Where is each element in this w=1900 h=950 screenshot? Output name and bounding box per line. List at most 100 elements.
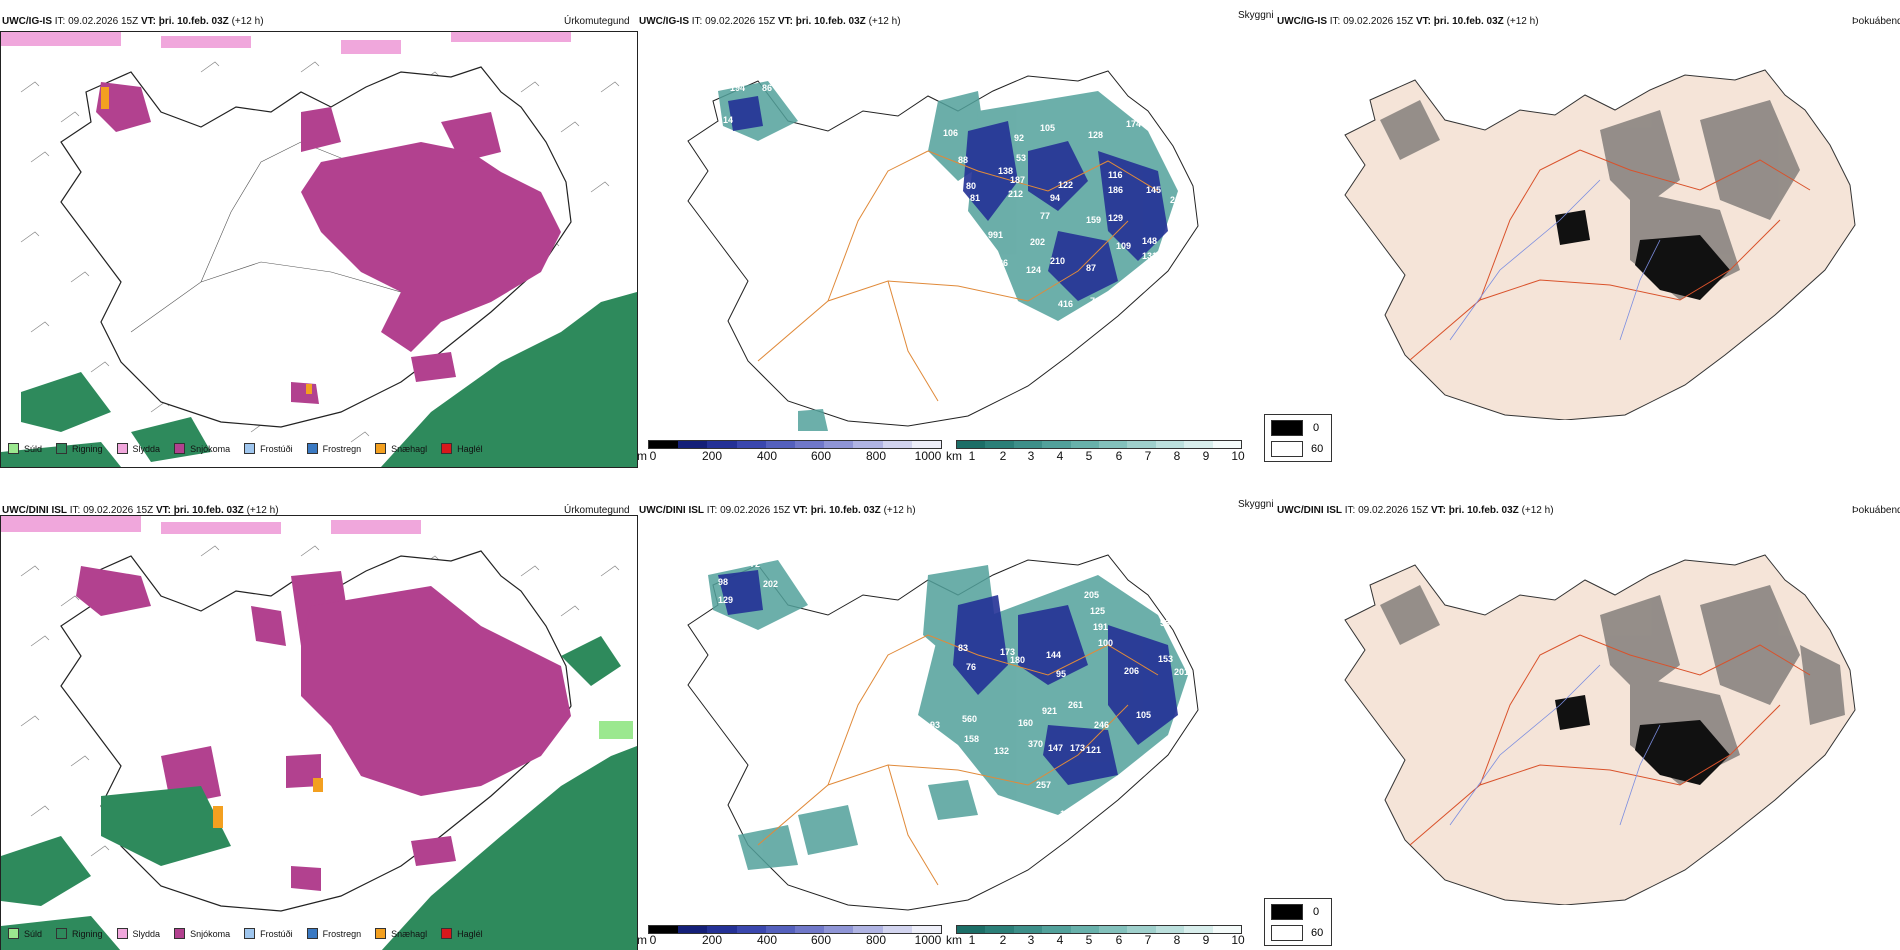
- scale-tick: 800: [865, 449, 887, 463]
- cloud-label: 77: [1040, 211, 1050, 221]
- valid-time: þri. 10.feb. 03Z: [158, 16, 229, 27]
- cloud-label: 87: [1086, 263, 1096, 273]
- scale-tick: 1000: [914, 933, 942, 947]
- cloud-label: 173: [1070, 743, 1085, 753]
- roads: [1409, 634, 1811, 846]
- issue-time: IT: 09.02.2026 15Z: [706, 505, 791, 516]
- cloud-label: 153: [1158, 654, 1173, 664]
- cloud-label: 370: [1028, 739, 1043, 749]
- fog-key-dark-swatch: [1271, 904, 1303, 920]
- cloud-label: 94: [972, 241, 982, 251]
- precip-legend-bottom: Súld Rigning Slydda Snjókoma Frostúði Fr…: [8, 928, 495, 939]
- cloud-label: 140: [1170, 228, 1185, 238]
- precip-label-top: Úrkomutegund: [564, 16, 630, 27]
- legend-swatch: [174, 928, 186, 939]
- cloud-label: 86: [762, 83, 772, 93]
- legend-label: Rigning: [72, 928, 103, 939]
- legend-label: Slydda: [132, 443, 161, 454]
- model-name: UWC/IG-IS: [2, 16, 52, 27]
- cloud-label: 106: [1060, 809, 1075, 819]
- snow-pellet-area: [213, 778, 323, 828]
- lead-time: (+12 h): [1521, 505, 1554, 516]
- valid-prefix: VT:: [777, 16, 793, 27]
- legend-label: Frostúði: [260, 443, 293, 454]
- legend-swatch: [244, 928, 256, 939]
- scale-tick: 6: [1115, 449, 1123, 463]
- cloud-label: 105: [1040, 123, 1055, 133]
- legend-swatch: [174, 443, 186, 454]
- legend-item-snow-pellets: Snæhagl: [375, 443, 427, 454]
- precip-label-bottom: Úrkomutegund: [564, 505, 630, 516]
- roads: [757, 634, 1159, 886]
- issue-time: IT: 09.02.2026 15Z: [54, 16, 139, 27]
- cloud-label: 92: [1014, 133, 1024, 143]
- cloud-base-unit: m: [637, 449, 647, 463]
- precip-map-bottom: [0, 515, 638, 950]
- scale-tick: 9: [1202, 933, 1210, 947]
- valid-time: þri. 10.feb. 03Z: [795, 16, 866, 27]
- cloud-label: 148: [1142, 236, 1157, 246]
- precip-title-top: UWC/IG-IS IT: 09.02.2026 15Z VT: þri. 10…: [2, 16, 264, 27]
- legend-label: Frostregn: [322, 443, 362, 454]
- scale-tick: 5: [1085, 933, 1093, 947]
- visibility-label-top: Skyggni: [1238, 10, 1274, 21]
- lead-time: (+12 h): [246, 505, 279, 516]
- cloud-label: 125: [1090, 606, 1105, 616]
- cloud-label: 94: [1050, 193, 1060, 203]
- cloud-label: 129: [718, 595, 733, 605]
- precip-map-svg-bottom: [1, 516, 637, 950]
- valid-prefix: VT:: [1415, 16, 1431, 27]
- legend-item-rain: Rigning: [56, 928, 103, 939]
- cloud-label: 160: [1018, 718, 1033, 728]
- cloud-label: 53: [1016, 153, 1026, 163]
- cloud-label: 100: [1098, 638, 1113, 648]
- legend-item-rain: Rigning: [56, 443, 103, 454]
- legend-item-sleet: Slydda: [116, 443, 161, 454]
- issue-time: IT: 09.02.2026 15Z: [69, 505, 154, 516]
- cloud-label: 174: [1126, 119, 1141, 129]
- scale-tick: 9: [1202, 449, 1210, 463]
- cloud-label: 921: [1042, 706, 1057, 716]
- cloud-label: 105: [1136, 710, 1151, 720]
- legend-item-freezing-drizzle: Frostúði: [244, 443, 293, 454]
- cloud-label: 144: [1046, 650, 1061, 660]
- scale-tick: 800: [865, 933, 887, 947]
- scale-tick: 4: [1056, 449, 1064, 463]
- cloud-label: 124: [1026, 265, 1041, 275]
- scale-tick: 7: [1144, 933, 1152, 947]
- cloud-label: 86: [998, 258, 1008, 268]
- legend-swatch: [306, 443, 318, 454]
- cloud-label: 416: [1058, 299, 1073, 309]
- precip-legend-top: Súld Rigning Slydda Snjókoma Frostúði Fr…: [8, 443, 495, 454]
- cloud-label: 79: [953, 253, 963, 263]
- cloud-label: 106: [943, 128, 958, 138]
- roads: [757, 150, 1159, 402]
- cloud-label: 201: [1174, 667, 1189, 677]
- cloud-base-scale-bottom: [648, 925, 942, 934]
- cloud-label: 173: [1000, 647, 1015, 657]
- cloud-base-scale-top: [648, 440, 942, 449]
- model-name: UWC/DINI ISL: [639, 505, 704, 516]
- scale-tick: 0: [649, 449, 657, 463]
- valid-prefix: VT:: [792, 505, 808, 516]
- legend-label: Snjókoma: [190, 443, 231, 454]
- cloud-label: 80: [966, 181, 976, 191]
- model-name: UWC/IG-IS: [639, 16, 689, 27]
- valid-time: þri. 10.feb. 03Z: [173, 505, 244, 516]
- visibility-map-top: 194 86 14 106 88 80 81 138 187 212 53 92…: [687, 70, 1199, 431]
- scale-tick: 1: [968, 449, 976, 463]
- legend-item-snow: Snjókoma: [174, 928, 230, 939]
- legend-swatch: [244, 443, 256, 454]
- cloud-label: 202: [763, 579, 778, 589]
- cloud-label: 98: [718, 577, 728, 587]
- cloud-label: 206: [1124, 666, 1139, 676]
- scale-tick: 400: [756, 933, 778, 947]
- fog-key-dark-label: 0: [1313, 906, 1320, 918]
- legend-item-snow: Snjókoma: [174, 443, 230, 454]
- legend-label: Súld: [24, 928, 43, 939]
- legend-item-snow-pellets: Snæhagl: [375, 928, 427, 939]
- scale-tick: 7: [1144, 449, 1152, 463]
- lead-time: (+12 h): [231, 16, 264, 27]
- sleet-area: [1, 516, 421, 534]
